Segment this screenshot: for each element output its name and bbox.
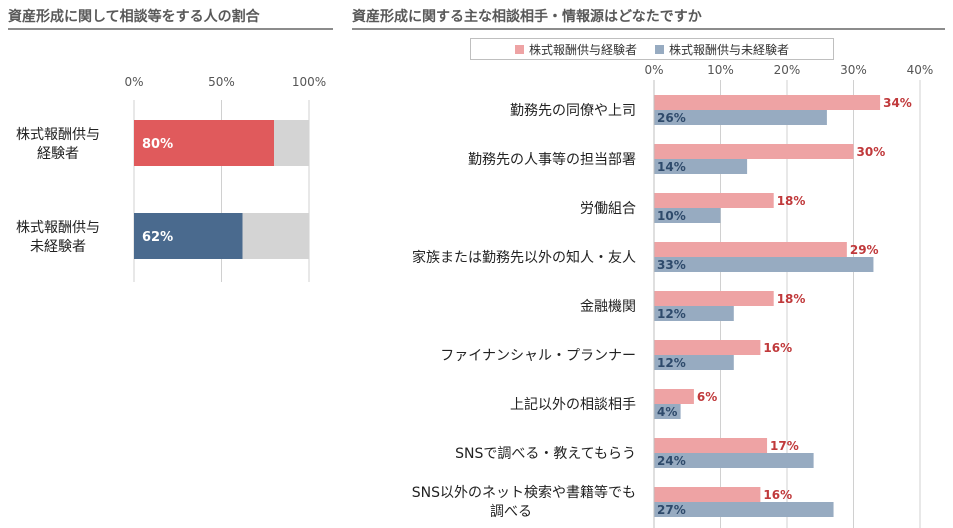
right-category-label-0: 勤務先の同僚や上司	[510, 103, 636, 119]
legend-label-not-experienced: 株式報酬供与未経験者	[669, 42, 790, 57]
right-bar-s0-7	[654, 438, 768, 453]
right-value-label-s0-6: 6%	[697, 390, 717, 404]
right-bar-s0-3	[654, 242, 847, 257]
right-category-label-5: ファイナンシャル・プランナー	[440, 348, 636, 364]
legend-label-experienced: 株式報酬供与経験者	[528, 42, 637, 57]
right-bar-s1-2	[654, 208, 721, 223]
right-value-label-s1-7: 24%	[657, 454, 686, 468]
right-chart-title: 資産形成に関する主な相談相手・情報源はどなたですか	[352, 9, 702, 25]
right-bar-s1-5	[654, 355, 734, 370]
right-value-label-s0-0: 34%	[883, 96, 912, 110]
right-chart-legend: 株式報酬供与経験者 株式報酬供与未経験者	[470, 38, 834, 60]
right-tick-label-3: 30%	[840, 63, 867, 77]
right-bar-s0-4	[654, 291, 774, 306]
right-value-label-s0-5: 16%	[763, 341, 792, 355]
left-category-label-1: 株式報酬供与未経験者	[16, 220, 100, 255]
legend-item-not-experienced: 株式報酬供与未経験者	[655, 41, 789, 58]
left-title-underline	[8, 28, 333, 30]
right-value-label-s1-1: 14%	[657, 160, 686, 174]
right-tick-label-2: 20%	[774, 63, 801, 77]
right-bar-s0-5	[654, 340, 761, 355]
right-category-label-8: SNS以外のネット検索や書籍等でも調べる	[412, 484, 636, 520]
right-value-label-s0-3: 29%	[850, 243, 879, 257]
right-value-label-s1-4: 12%	[657, 307, 686, 321]
right-value-label-s0-8: 16%	[763, 488, 792, 502]
legend-swatch-not-experienced	[655, 44, 664, 54]
right-value-label-s1-6: 4%	[657, 405, 677, 419]
right-bar-s1-8	[654, 502, 834, 517]
right-category-label-3: 家族または勤務先以外の知人・友人	[412, 249, 636, 266]
left-tick-label-1: 50%	[208, 75, 235, 89]
right-value-label-s0-7: 17%	[770, 439, 799, 453]
right-chart: 0% 10% 20% 30% 40% 34% 26% 勤務先の同僚や上司 30% 14% 勤務先の人…	[412, 63, 934, 528]
left-tick-label-2: 100%	[292, 75, 326, 89]
right-title-underline	[352, 28, 945, 30]
left-category-label-0: 株式報酬供与経験者	[16, 127, 100, 162]
legend-swatch-experienced	[514, 44, 524, 54]
right-value-label-s0-1: 30%	[857, 145, 886, 159]
right-bar-s1-3	[654, 257, 874, 272]
right-bar-s1-6	[654, 404, 681, 419]
right-category-label-7: SNSで調べる・教えてもらう	[455, 446, 636, 462]
right-value-label-s1-3: 33%	[657, 258, 686, 272]
right-bar-s1-1	[654, 159, 748, 174]
right-bar-s1-7	[654, 453, 814, 468]
right-value-label-s1-2: 10%	[657, 209, 686, 223]
right-tick-label-1: 10%	[707, 63, 734, 77]
right-value-label-s1-0: 26%	[657, 111, 686, 125]
right-category-label-4: 金融機関	[580, 299, 636, 315]
left-bar-value-label-1: 62%	[142, 230, 173, 245]
right-value-label-s0-4: 18%	[777, 292, 806, 306]
right-category-label-1: 勤務先の人事等の担当部署	[468, 151, 636, 168]
right-tick-label-0: 0%	[644, 63, 663, 77]
right-bar-s0-1	[654, 144, 854, 159]
right-bar-s0-8	[654, 487, 761, 502]
right-category-label-2: 労働組合	[580, 201, 636, 217]
right-value-label-s1-8: 27%	[657, 503, 686, 517]
right-value-label-s0-2: 18%	[777, 194, 806, 208]
left-bar-1	[134, 213, 243, 259]
right-bar-s0-6	[654, 389, 694, 404]
right-bar-s1-0	[654, 110, 827, 125]
right-value-label-s1-5: 12%	[657, 356, 686, 370]
right-category-label-6: 上記以外の相談相手	[510, 396, 636, 413]
left-chart: 0% 50% 100% 80% 株式報酬供与経験者 62% 株式報酬供与未経験者	[16, 75, 326, 282]
right-tick-label-4: 40%	[907, 63, 934, 77]
left-bar-value-label-0: 80%	[142, 137, 173, 152]
legend-item-experienced: 株式報酬供与経験者	[514, 41, 637, 58]
left-bar-0	[134, 120, 274, 166]
left-chart-title: 資産形成に関して相談等をする人の割合	[8, 9, 260, 25]
left-tick-label-0: 0%	[124, 75, 143, 89]
right-bar-s0-0	[654, 95, 881, 110]
right-bar-s1-4	[654, 306, 734, 321]
right-bar-s0-2	[654, 193, 774, 208]
